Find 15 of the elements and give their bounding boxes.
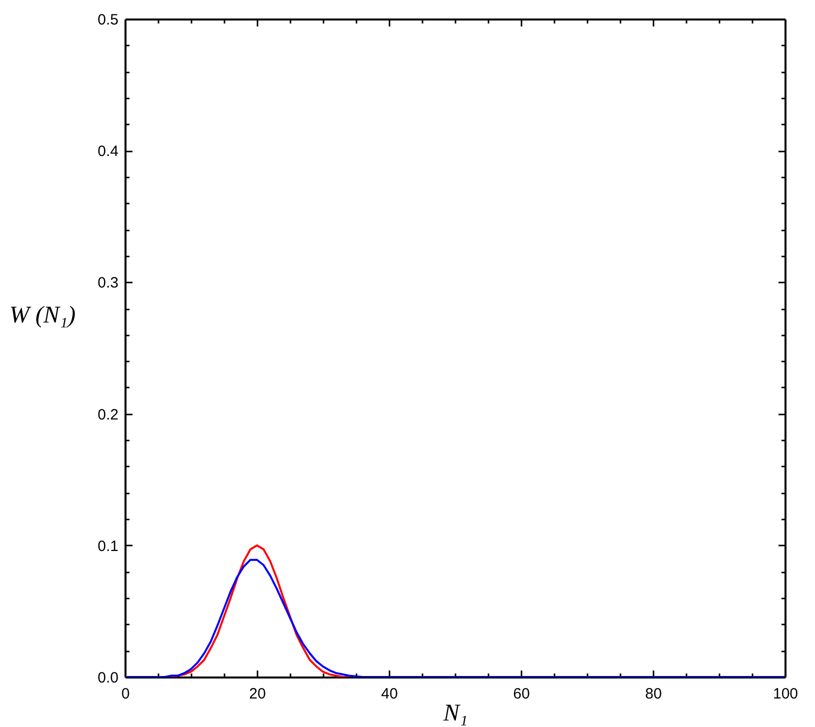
- y-tick-label: 0.3: [98, 274, 118, 292]
- x-axis-title: N₁: [442, 700, 468, 726]
- x-tick-label: 20: [249, 686, 266, 702]
- y-tick-label: 0.1: [98, 538, 118, 555]
- y-tick-label: 0.5: [98, 12, 118, 28]
- x-tick-label: 80: [645, 686, 662, 702]
- y-tick-label: 0.0: [98, 670, 118, 686]
- line-series: [170, 544, 350, 677]
- x-tick-label: 60: [513, 686, 530, 702]
- x-tick-label: 40: [381, 686, 398, 702]
- y-tick-label: 0.2: [98, 406, 118, 424]
- x-tick-label: 0: [121, 686, 130, 702]
- x-tick-label: 100: [772, 686, 798, 702]
- y-axis-title: W (N₁): [9, 302, 76, 328]
- y-tick-label: 0.4: [98, 143, 118, 160]
